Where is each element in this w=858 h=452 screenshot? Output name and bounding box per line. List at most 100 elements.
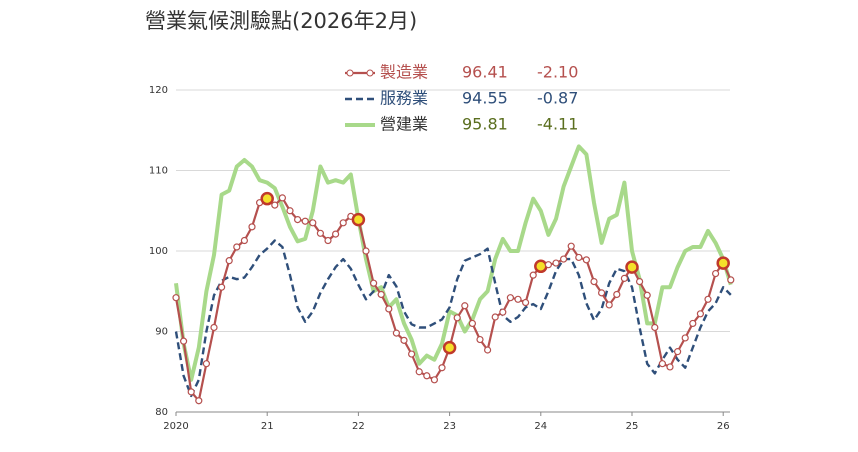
highlight-marker	[625, 260, 639, 274]
legend-change: -4.11	[537, 115, 578, 134]
point-marker	[597, 289, 606, 297]
legend-marker	[346, 69, 354, 77]
point-marker	[453, 314, 461, 322]
legend-latest: 94.55	[462, 89, 508, 108]
y-tick-label: 110	[149, 166, 168, 177]
point-marker	[651, 323, 659, 332]
series-line	[174, 239, 732, 398]
point-marker	[484, 346, 492, 354]
point-marker	[438, 364, 446, 372]
point-marker	[620, 274, 629, 282]
point-marker	[370, 279, 378, 287]
point-marker	[286, 207, 294, 215]
highlight-marker	[534, 259, 548, 274]
series-line	[174, 144, 733, 382]
legend-latest: 95.81	[462, 115, 508, 134]
legend-label: 製造業	[380, 63, 428, 82]
y-tick-label: 120	[149, 85, 168, 96]
point-marker	[430, 376, 438, 384]
point-marker	[301, 217, 309, 225]
point-marker	[408, 350, 416, 358]
point-marker	[172, 294, 180, 302]
point-marker	[392, 329, 400, 337]
point-marker	[605, 301, 613, 309]
point-marker	[673, 348, 682, 356]
highlight-marker	[716, 256, 730, 270]
point-marker	[377, 290, 385, 299]
point-marker	[240, 236, 248, 245]
point-marker	[521, 298, 530, 307]
point-marker	[423, 372, 431, 380]
legend-change: -2.10	[537, 63, 578, 82]
point-marker	[233, 243, 241, 251]
point-marker	[635, 277, 644, 286]
legend-label: 服務業	[380, 89, 428, 108]
legend-change: -0.87	[537, 89, 578, 108]
point-marker	[727, 276, 735, 284]
point-marker	[362, 247, 370, 255]
point-marker	[461, 302, 469, 310]
point-marker	[575, 253, 583, 262]
x-tick-label: 22	[352, 421, 365, 432]
highlight-marker	[260, 191, 274, 206]
point-marker	[218, 283, 226, 291]
highlight-marker	[442, 340, 457, 355]
legend-latest: 96.41	[462, 63, 508, 82]
legend-marker	[366, 69, 374, 77]
y-tick-label: 80	[155, 407, 168, 418]
point-marker	[696, 310, 705, 318]
series-line	[174, 196, 732, 402]
point-marker	[339, 219, 347, 227]
point-marker	[567, 242, 575, 250]
point-marker	[316, 229, 324, 237]
point-marker	[658, 360, 667, 368]
point-marker	[689, 319, 697, 328]
point-marker	[278, 194, 286, 202]
point-marker	[415, 368, 423, 376]
point-marker	[195, 397, 203, 405]
point-marker	[613, 290, 621, 299]
point-marker	[529, 271, 537, 279]
point-marker	[491, 313, 499, 321]
point-marker	[711, 269, 720, 278]
point-marker	[499, 308, 507, 316]
point-marker	[225, 257, 233, 265]
chart-title: 營業氣候測驗點(2026年2月)	[145, 9, 417, 33]
x-tick-label: 25	[626, 421, 639, 432]
point-marker	[332, 230, 340, 238]
point-marker	[506, 294, 514, 302]
point-marker	[559, 255, 568, 263]
point-marker	[582, 256, 591, 264]
x-tick-label: 2020	[163, 421, 188, 432]
point-marker	[248, 223, 256, 231]
point-marker	[180, 337, 188, 345]
point-marker	[704, 295, 712, 303]
point-marker	[210, 323, 218, 332]
point-marker	[514, 295, 522, 303]
highlight-marker	[351, 212, 366, 227]
point-marker	[400, 336, 408, 344]
point-marker	[476, 335, 484, 344]
point-marker	[202, 360, 210, 368]
y-tick-label: 90	[155, 327, 168, 338]
point-marker	[590, 277, 598, 286]
y-tick-label: 100	[149, 246, 168, 257]
point-marker	[681, 334, 689, 342]
point-marker	[468, 319, 476, 328]
point-marker	[309, 219, 317, 227]
x-tick-label: 24	[534, 421, 547, 432]
x-tick-label: 26	[717, 421, 730, 432]
point-marker	[643, 291, 651, 299]
x-tick-label: 21	[261, 421, 274, 432]
point-marker	[552, 259, 560, 267]
point-marker	[294, 216, 302, 224]
point-marker	[187, 388, 195, 396]
point-marker	[271, 201, 279, 209]
point-marker	[385, 305, 393, 313]
point-marker	[324, 236, 332, 245]
legend-label: 營建業	[380, 115, 428, 134]
point-marker	[666, 363, 674, 371]
x-tick-label: 23	[443, 421, 456, 432]
point-marker	[544, 261, 553, 269]
